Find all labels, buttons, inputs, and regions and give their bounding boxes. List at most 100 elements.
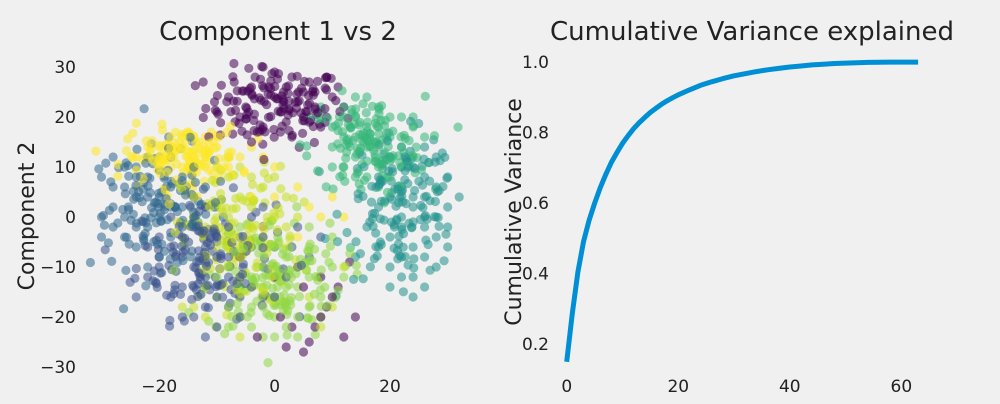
scatter-point — [351, 104, 361, 114]
scatter-point — [170, 285, 180, 295]
scatter-point — [166, 151, 176, 161]
scatter-point — [316, 312, 326, 322]
cumulative-variance-line — [564, 59, 919, 363]
scatter-point — [278, 305, 288, 315]
y-tick-label: −10 — [40, 258, 76, 278]
variance-panel: Cumulative Variance explained Cumulative… — [502, 17, 954, 397]
scatter-point — [194, 268, 204, 278]
scatter-point — [293, 232, 303, 242]
scatter-point — [149, 198, 159, 208]
scatter-point — [215, 264, 225, 274]
scatter-point — [239, 86, 249, 96]
scatter-point — [322, 72, 332, 82]
scatter-point — [250, 72, 260, 82]
scatter-point — [384, 166, 394, 176]
scatter-point — [126, 151, 136, 161]
scatter-point — [358, 274, 368, 284]
scatter-point — [258, 202, 268, 212]
scatter-point — [138, 174, 148, 184]
scatter-point — [98, 210, 108, 221]
scatter-point — [228, 183, 238, 193]
scatter-point — [212, 272, 222, 282]
scatter-point — [258, 243, 268, 253]
scatter-point — [328, 184, 338, 194]
scatter-point — [396, 222, 407, 232]
scatter-point — [331, 96, 341, 106]
scatter-point — [216, 80, 226, 90]
scatter-point — [246, 322, 257, 332]
scatter-point — [259, 154, 269, 165]
scatter-point — [137, 197, 147, 207]
y-tick-label: 0.8 — [522, 124, 549, 144]
scatter-point — [270, 212, 280, 222]
scatter-point — [263, 112, 274, 122]
scatter-point — [194, 246, 204, 256]
scatter-point — [242, 312, 252, 322]
scatter-point — [204, 146, 214, 156]
scatter-point — [304, 90, 314, 101]
scatter-point — [316, 322, 326, 332]
scatter-point — [274, 237, 284, 247]
scatter-point — [235, 312, 245, 322]
scatter-point — [295, 140, 305, 150]
scatter-point — [349, 274, 359, 284]
scatter-point — [304, 222, 314, 232]
scatter-point — [293, 97, 303, 107]
scatter-point — [124, 239, 134, 249]
scatter-point — [178, 247, 188, 257]
scatter-point — [169, 265, 179, 275]
scatter-point — [351, 237, 361, 247]
x-tick-label: 0 — [269, 377, 280, 397]
scatter-point — [228, 72, 238, 82]
scatter-point — [309, 137, 319, 148]
scatter-point — [259, 97, 269, 107]
scatter-point — [284, 280, 294, 290]
scatter-point — [398, 287, 408, 297]
scatter-point — [298, 128, 308, 138]
scatter-point — [143, 181, 153, 191]
scatter-point — [439, 256, 449, 266]
scatter-point — [443, 202, 453, 212]
scatter-panel: Component 1 vs 2 Component 2 −20 0 20 30 20 1… — [15, 17, 464, 397]
scatter-point — [210, 105, 220, 115]
x-tick-label: 40 — [779, 377, 801, 397]
scatter-point — [316, 122, 326, 132]
scatter-point — [120, 162, 130, 172]
scatter-point — [216, 254, 226, 264]
scatter-point — [258, 232, 268, 242]
scatter-point — [264, 270, 274, 280]
scatter-point — [418, 203, 428, 213]
scatter-point — [181, 190, 191, 200]
scatter-point — [154, 232, 164, 242]
scatter-point — [339, 332, 349, 342]
scatter-point — [365, 262, 375, 272]
scatter-point — [189, 192, 199, 202]
scatter-point — [310, 102, 320, 112]
x-tick-label: 0 — [561, 377, 572, 397]
scatter-point — [263, 174, 273, 184]
scatter-point — [414, 176, 424, 186]
scatter-point — [246, 172, 257, 182]
scatter-point — [223, 172, 234, 182]
scatter-point — [313, 166, 323, 176]
scatter-point — [202, 261, 212, 271]
scatter-point — [198, 77, 208, 87]
scatter-point — [207, 175, 217, 185]
scatter-point — [204, 139, 214, 149]
scatter-point — [407, 223, 417, 233]
variance-title: Cumulative Variance explained — [550, 17, 954, 47]
scatter-point — [131, 292, 141, 302]
scatter-point — [271, 261, 281, 271]
scatter-point — [131, 118, 141, 128]
scatter-point — [339, 112, 349, 122]
scatter-point — [385, 282, 395, 292]
scatter-point — [194, 206, 204, 216]
scatter-point — [396, 272, 407, 282]
scatter-point — [429, 131, 440, 141]
scatter-point — [281, 192, 291, 202]
scatter-point — [441, 229, 451, 239]
scatter-point — [228, 96, 239, 106]
scatter-point — [113, 171, 123, 181]
scatter-point — [285, 234, 295, 244]
variance-ylabel: Cumulative Variance — [502, 98, 527, 326]
